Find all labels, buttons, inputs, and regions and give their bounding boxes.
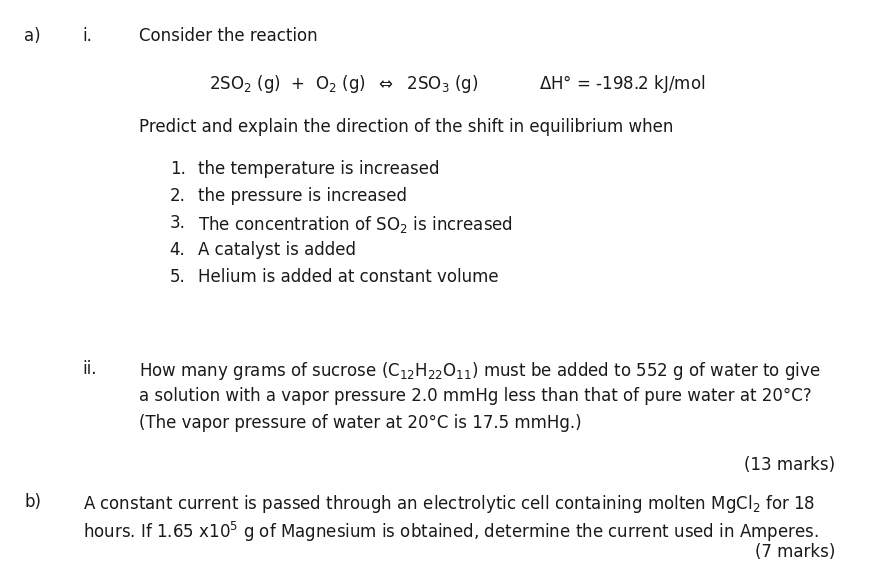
Text: (13 marks): (13 marks) [743, 456, 834, 473]
Text: 1.: 1. [169, 160, 185, 178]
Text: the pressure is increased: the pressure is increased [198, 187, 407, 205]
Text: the temperature is increased: the temperature is increased [198, 160, 440, 178]
Text: 3.: 3. [169, 214, 185, 232]
Text: A catalyst is added: A catalyst is added [198, 241, 356, 259]
Text: (7 marks): (7 marks) [754, 543, 834, 561]
Text: b): b) [24, 493, 42, 511]
Text: Helium is added at constant volume: Helium is added at constant volume [198, 268, 499, 286]
Text: i.: i. [83, 27, 92, 45]
Text: a): a) [24, 27, 41, 45]
Text: 4.: 4. [169, 241, 185, 259]
Text: (The vapor pressure of water at 20°C is 17.5 mmHg.): (The vapor pressure of water at 20°C is … [139, 414, 581, 432]
Text: hours. If 1.65 x10$^5$ g of Magnesium is obtained, determine the current used in: hours. If 1.65 x10$^5$ g of Magnesium is… [83, 519, 818, 544]
Text: The concentration of SO$_2$ is increased: The concentration of SO$_2$ is increased [198, 214, 513, 235]
Text: Predict and explain the direction of the shift in equilibrium when: Predict and explain the direction of the… [139, 118, 673, 136]
Text: A constant current is passed through an electrolytic cell containing molten MgCl: A constant current is passed through an … [83, 493, 814, 514]
Text: 2.: 2. [169, 187, 185, 205]
Text: 2SO$_2$ (g)  +  O$_2$ (g)  $\Leftrightarrow$  2SO$_3$ (g): 2SO$_2$ (g) + O$_2$ (g) $\Leftrightarrow… [209, 73, 478, 95]
Text: ii.: ii. [83, 360, 97, 378]
Text: $\Delta$H° = -198.2 kJ/mol: $\Delta$H° = -198.2 kJ/mol [539, 73, 705, 95]
Text: 5.: 5. [169, 268, 185, 286]
Text: How many grams of sucrose (C$_{12}$H$_{22}$O$_{11}$) must be added to 552 g of w: How many grams of sucrose (C$_{12}$H$_{2… [139, 360, 820, 382]
Text: a solution with a vapor pressure 2.0 mmHg less than that of pure water at 20°C?: a solution with a vapor pressure 2.0 mmH… [139, 387, 811, 405]
Text: Consider the reaction: Consider the reaction [139, 27, 317, 45]
